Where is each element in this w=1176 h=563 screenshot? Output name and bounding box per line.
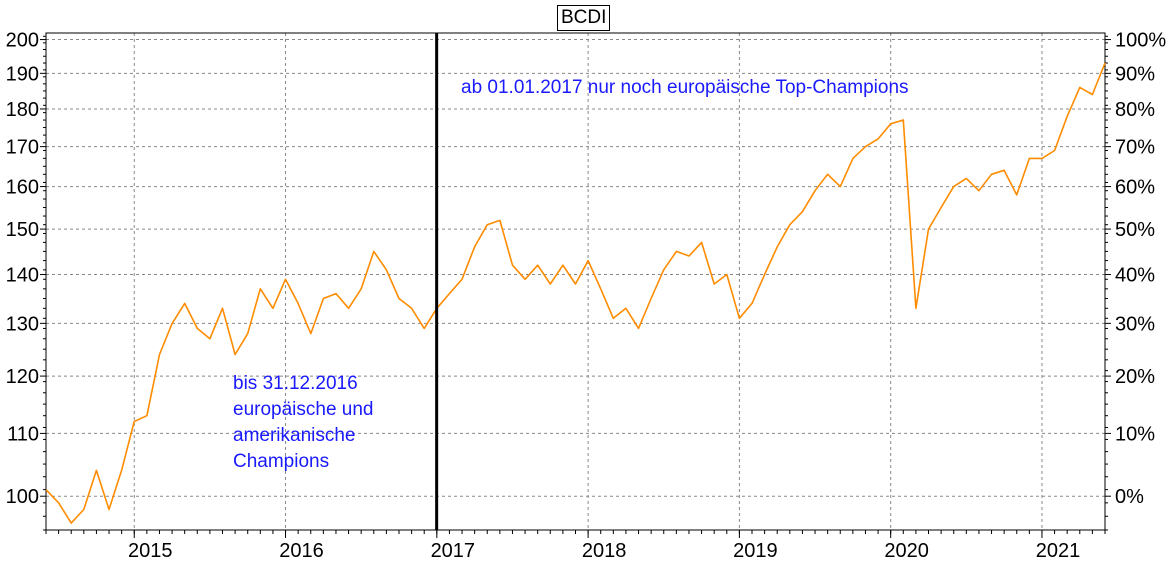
x-tick-label: 2018 xyxy=(582,540,627,562)
annotation-before-line-1: bis 31.12.2016 xyxy=(233,373,358,394)
x-tick-label: 2015 xyxy=(128,540,173,562)
x-tick-label: 2017 xyxy=(431,540,476,562)
chart-title: BCDI xyxy=(557,5,611,31)
y-tick-label-left: 140 xyxy=(6,265,39,287)
y-axis-right: 0% 10% 20% 30% 40% 50% 60% 70% 80% 90% 100% xyxy=(1105,30,1166,531)
y-tick-label-right: 100% xyxy=(1115,30,1166,52)
y-tick-label-right: 60% xyxy=(1115,177,1155,199)
y-tick-label-right: 10% xyxy=(1115,423,1155,445)
annotation-before-line-4: Champions xyxy=(233,451,330,472)
x-tick-label: 2019 xyxy=(733,540,778,562)
annotation-before-2017: bis 31.12.2016 europäische und amerikani… xyxy=(233,371,374,475)
y-tick-label-left: 180 xyxy=(6,99,39,121)
annotation-before-line-3: amerikanische xyxy=(233,425,356,446)
x-tick-label: 2020 xyxy=(884,540,929,562)
plot-frame xyxy=(45,32,1106,531)
y-tick-label-left: 190 xyxy=(6,63,39,85)
y-tick-label-right: 70% xyxy=(1115,137,1155,159)
y-tick-label-left: 120 xyxy=(6,366,39,388)
x-axis: 2015 2016 2017 2018 2019 2020 2021 xyxy=(45,530,1106,562)
y-tick-label-right: 20% xyxy=(1115,366,1155,388)
y-tick-label-left: 110 xyxy=(7,423,39,445)
y-tick-label-right: 30% xyxy=(1115,313,1155,335)
y-tick-label-right: 90% xyxy=(1115,63,1155,85)
y-tick-label-right: 50% xyxy=(1115,219,1155,241)
y-tick-label-left: 130 xyxy=(6,313,39,335)
grid-lines xyxy=(46,33,1105,530)
y-tick-label-right: 80% xyxy=(1115,99,1155,121)
y-axis-left: 100 110 120 130 140 150 160 170 180 190 200 xyxy=(6,30,46,531)
x-tick-label: 2016 xyxy=(279,540,324,562)
y-tick-label-left: 200 xyxy=(6,30,39,52)
y-tick-label-left: 160 xyxy=(6,177,39,199)
y-tick-label-left: 100 xyxy=(6,486,39,508)
y-tick-label-left: 170 xyxy=(6,137,39,159)
x-tick-label: 2021 xyxy=(1036,540,1081,562)
annotation-after-2017: ab 01.01.2017 nur noch europäische Top-C… xyxy=(461,77,909,98)
y-tick-label-right: 40% xyxy=(1115,265,1155,287)
y-tick-label-right: 0% xyxy=(1115,486,1144,508)
series-line-bcdi xyxy=(45,62,1106,524)
y-tick-label-left: 150 xyxy=(6,219,39,241)
annotation-before-line-2: europäische und xyxy=(233,399,374,420)
